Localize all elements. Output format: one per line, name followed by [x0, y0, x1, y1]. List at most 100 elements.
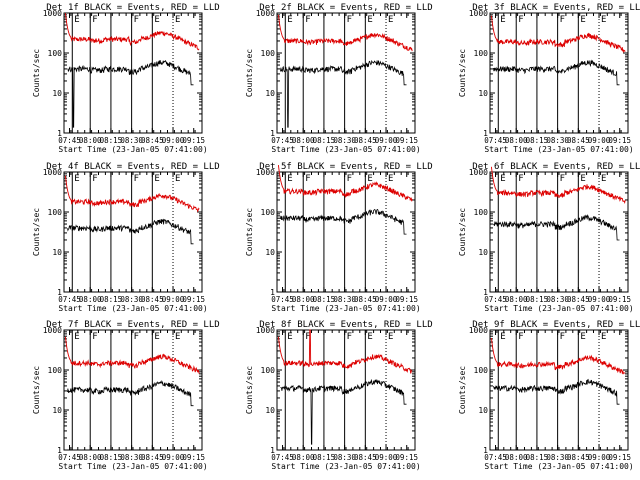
x-axis-label: Start Time (23-Jan-05 07:41:00) — [271, 462, 420, 471]
x-tick-label: 09:00 — [375, 453, 398, 462]
x-tick-label: 07:45 — [271, 136, 294, 145]
x-tick-label: 07:45 — [484, 453, 507, 462]
y-axis-label: Counts/sec — [458, 49, 467, 97]
x-tick-label: 08:45 — [354, 453, 377, 462]
series-lld-line — [277, 329, 413, 374]
marker-label: F — [347, 174, 352, 184]
x-tick-label: 08:15 — [100, 453, 123, 462]
y-tick-label: 100 — [261, 208, 276, 217]
x-tick-label: 08:45 — [354, 295, 377, 304]
y-tick-label: 100 — [48, 208, 63, 217]
x-tick-label: 09:00 — [162, 136, 185, 145]
marker-label: F — [518, 332, 523, 342]
x-tick-label: 08:45 — [354, 136, 377, 145]
y-axis-label: Counts/sec — [245, 366, 254, 414]
marker-label: F — [134, 15, 139, 25]
x-tick-label: 07:45 — [271, 295, 294, 304]
y-tick-label: 1000 — [469, 9, 488, 18]
x-tick-label: 08:15 — [526, 136, 549, 145]
x-axis-label: Start Time (23-Jan-05 07:41:00) — [271, 145, 420, 154]
panel-det-3: Det 3f BLACK = Events, RED = LLD 1 10 100 10… — [458, 3, 640, 154]
y-tick-label: 1000 — [256, 326, 275, 335]
x-tick-label: 08:00 — [292, 295, 315, 304]
x-tick-label: 07:45 — [271, 453, 294, 462]
panel-det-9: Det 9f BLACK = Events, RED = LLD 1 10 100 10… — [458, 320, 640, 471]
marker-label: E — [154, 332, 159, 342]
x-tick-label: 08:45 — [141, 453, 164, 462]
x-tick-label: 09:15 — [608, 136, 631, 145]
marker-label: E — [175, 332, 180, 342]
y-tick-label: 1000 — [43, 9, 62, 18]
x-tick-label: 09:00 — [588, 295, 611, 304]
marker-label: E — [388, 15, 393, 25]
marker-label: E — [500, 332, 505, 342]
marker-label: E — [580, 15, 585, 25]
series-lld-line — [277, 165, 413, 202]
panel-title: Det 9f BLACK = Events, RED = LLD — [472, 320, 640, 330]
marker-label: F — [305, 15, 310, 25]
x-tick-label: 08:15 — [313, 295, 336, 304]
panel-det-8: Det 8f BLACK = Events, RED = LLD 1 10 100 10… — [245, 320, 433, 471]
x-tick-label: 09:15 — [608, 295, 631, 304]
series-events-line — [493, 214, 620, 241]
x-axis-label: Start Time (23-Jan-05 07:41:00) — [58, 462, 207, 471]
x-tick-label: 08:30 — [120, 136, 143, 145]
y-tick-label: 1000 — [469, 168, 488, 177]
y-axis-label: Counts/sec — [458, 366, 467, 414]
marker-label: E — [287, 174, 292, 184]
panel-title: Det 2f BLACK = Events, RED = LLD — [259, 3, 432, 13]
marker-label: E — [601, 174, 606, 184]
marker-label: F — [134, 174, 139, 184]
x-tick-label: 09:15 — [182, 295, 205, 304]
y-tick-label: 10 — [52, 406, 62, 415]
marker-label: F — [560, 174, 565, 184]
y-tick-label: 1 — [270, 288, 275, 297]
y-tick-label: 100 — [261, 49, 276, 58]
x-tick-label: 08:30 — [333, 136, 356, 145]
x-tick-label: 08:30 — [333, 453, 356, 462]
marker-label: E — [388, 332, 393, 342]
panel-det-5: Det 5f BLACK = Events, RED = LLD 1 10 100 10… — [245, 162, 433, 313]
x-tick-label: 08:15 — [100, 136, 123, 145]
y-tick-label: 100 — [48, 366, 63, 375]
x-tick-label: 08:15 — [526, 295, 549, 304]
series-lld-line — [490, 15, 626, 54]
y-tick-label: 10 — [52, 89, 62, 98]
y-axis-label: Counts/sec — [32, 366, 41, 414]
y-tick-label: 1000 — [43, 326, 62, 335]
x-axis-label: Start Time (23-Jan-05 07:41:00) — [484, 304, 633, 313]
marker-label: E — [175, 174, 180, 184]
series-lld-line — [490, 337, 626, 375]
x-tick-label: 08:30 — [333, 295, 356, 304]
series-events-line — [493, 59, 620, 86]
x-axis-label: Start Time (23-Jan-05 07:41:00) — [484, 462, 633, 471]
series-events-line — [67, 59, 194, 128]
panel-det-6: Det 6f BLACK = Events, RED = LLD 1 10 100 10… — [458, 162, 640, 313]
x-tick-label: 09:00 — [588, 136, 611, 145]
x-axis-label: Start Time (23-Jan-05 07:41:00) — [271, 304, 420, 313]
y-tick-label: 100 — [474, 49, 489, 58]
y-tick-label: 10 — [265, 248, 275, 257]
x-tick-label: 08:15 — [313, 453, 336, 462]
x-tick-label: 09:15 — [608, 453, 631, 462]
marker-label: E — [367, 332, 372, 342]
series-events-line — [67, 218, 194, 245]
x-tick-label: 08:00 — [292, 453, 315, 462]
y-tick-label: 10 — [52, 248, 62, 257]
series-lld-line — [64, 175, 200, 213]
y-tick-label: 10 — [265, 89, 275, 98]
x-tick-label: 08:00 — [292, 136, 315, 145]
x-tick-label: 09:00 — [375, 295, 398, 304]
marker-label: E — [388, 174, 393, 184]
x-tick-label: 08:30 — [120, 453, 143, 462]
panel-title: Det 3f BLACK = Events, RED = LLD — [472, 3, 640, 13]
marker-label: F — [560, 15, 565, 25]
y-axis-label: Counts/sec — [458, 208, 467, 256]
marker-label: E — [367, 15, 372, 25]
panel-title: Det 6f BLACK = Events, RED = LLD — [472, 162, 640, 172]
series-events-line — [280, 208, 407, 235]
y-tick-label: 1000 — [256, 9, 275, 18]
x-axis-label: Start Time (23-Jan-05 07:41:00) — [58, 304, 207, 313]
marker-label: F — [92, 332, 97, 342]
x-tick-label: 09:00 — [588, 453, 611, 462]
